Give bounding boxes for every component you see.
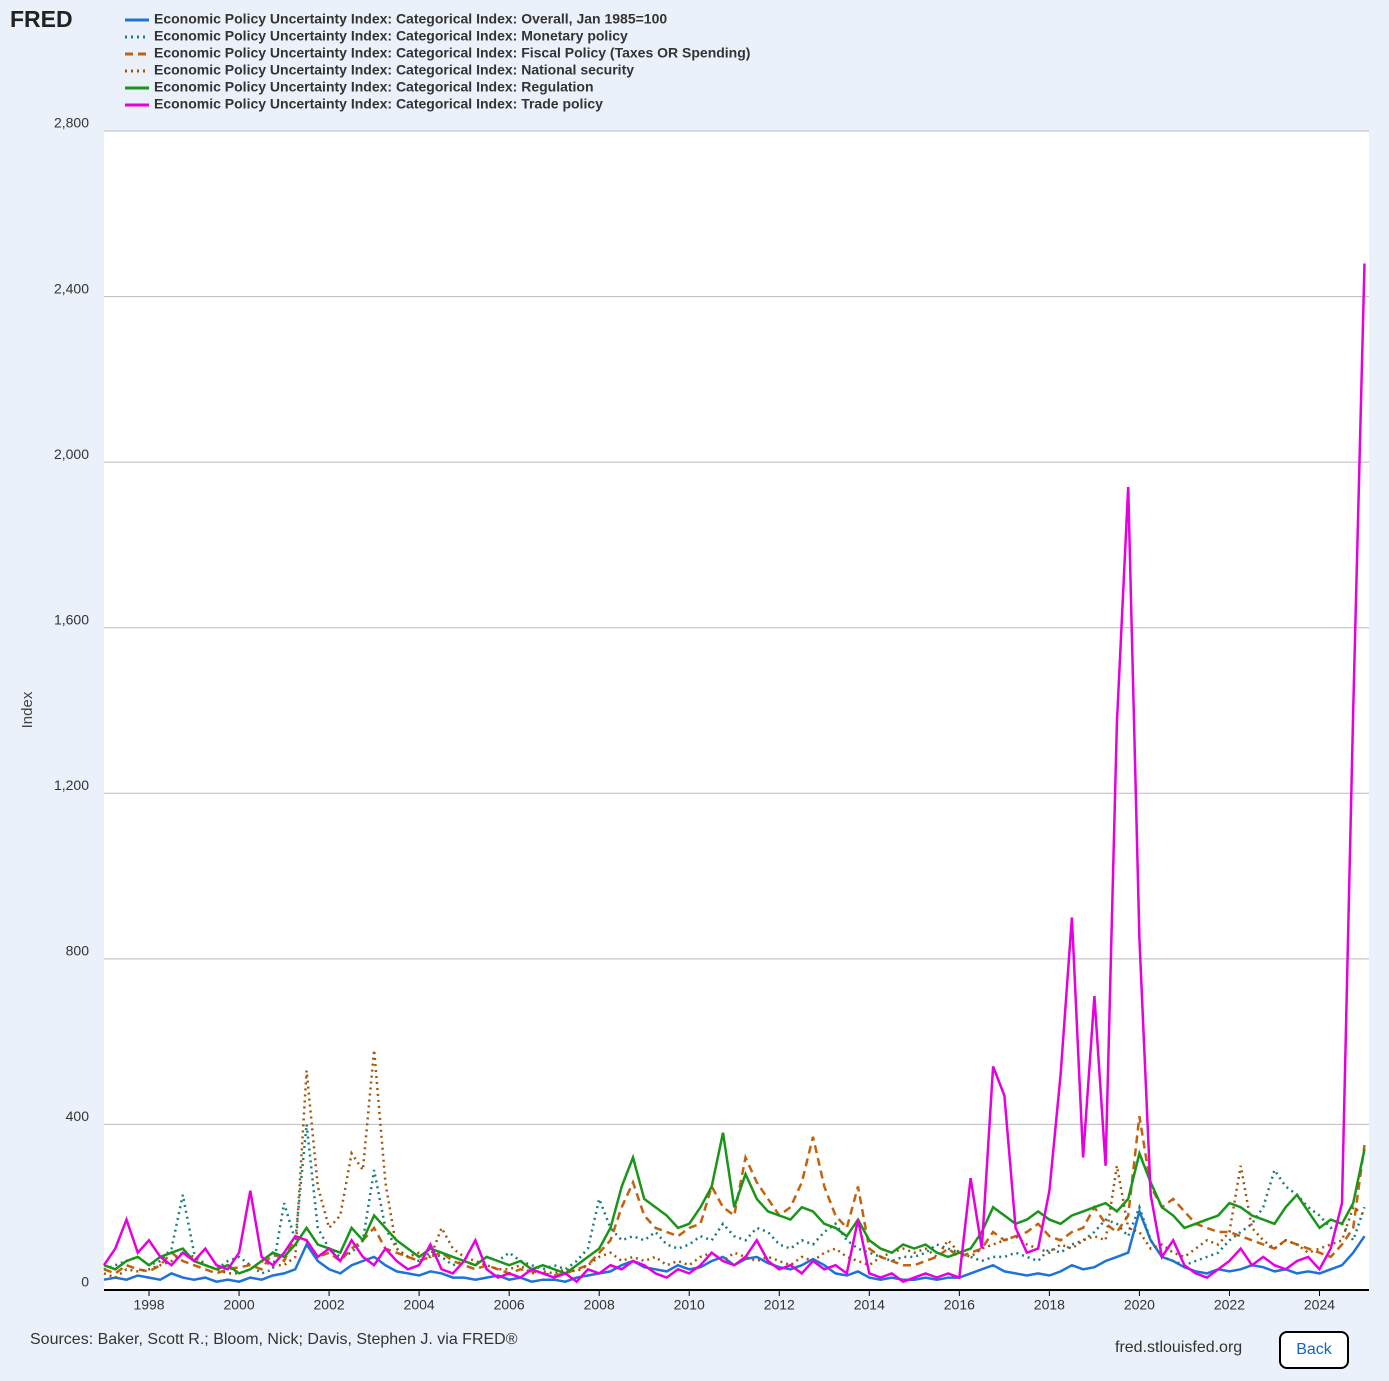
legend-label: Economic Policy Uncertainty Index: Categ… — [154, 62, 634, 78]
line-series — [103, 1132, 1366, 1275]
y-tick-label: 0 — [81, 1274, 89, 1290]
y-tick-label: 400 — [66, 1108, 90, 1124]
chart: FRED Index 0 400 800 1,200 1,600 2,000 2,400 2,… — [10, 6, 1369, 1313]
legend-label: Economic Policy Uncertainty Index: Categ… — [154, 79, 594, 95]
sources: Sources: Baker, Scott R.; Bloom, Nick; D… — [30, 1331, 518, 1348]
x-tick-label: 2020 — [1124, 1297, 1155, 1313]
x-tick-label: 2024 — [1304, 1297, 1335, 1313]
site: fred.stlouisfed.org — [1115, 1339, 1243, 1356]
y-tick-label: 2,000 — [54, 446, 89, 462]
legend-label: Economic Policy Uncertainty Index: Categ… — [154, 96, 603, 112]
y-tick-label: 2,800 — [54, 115, 89, 131]
x-tick-label: 2018 — [1034, 1297, 1065, 1313]
line-series — [102, 263, 1366, 1284]
legend-label: Economic Policy Uncertainty Index: Categ… — [154, 28, 628, 44]
legend-label: Economic Policy Uncertainty Index: Categ… — [154, 45, 750, 61]
y-tick-label: 1,600 — [54, 611, 89, 627]
x-tick-label: 2006 — [494, 1297, 525, 1313]
x-tick-label: 1998 — [133, 1297, 164, 1313]
y-axis-label: Index — [19, 691, 36, 728]
x-tick-label: 2004 — [404, 1297, 435, 1313]
x-tick-label: 2016 — [944, 1297, 975, 1313]
y-tick-label: 800 — [66, 943, 90, 959]
x-tick-label: 2000 — [223, 1297, 254, 1313]
y-tick-label: 1,200 — [54, 777, 89, 793]
x-tick-label: 2012 — [764, 1297, 795, 1313]
y-tick-label: 2,400 — [54, 280, 89, 296]
legend-label: Economic Policy Uncertainty Index: Categ… — [154, 11, 667, 27]
x-tick-label: 2002 — [314, 1297, 345, 1313]
logo: FRED — [10, 6, 73, 32]
x-tick-label: 2014 — [854, 1297, 885, 1313]
plot-area — [104, 131, 1369, 1290]
line-series — [103, 1124, 1366, 1275]
x-tick-label: 2010 — [674, 1297, 705, 1313]
back-button[interactable]: Back — [1279, 1331, 1349, 1369]
line-series — [103, 1049, 1366, 1280]
x-tick-label: 2008 — [584, 1297, 615, 1313]
x-tick-label: 2022 — [1214, 1297, 1245, 1313]
